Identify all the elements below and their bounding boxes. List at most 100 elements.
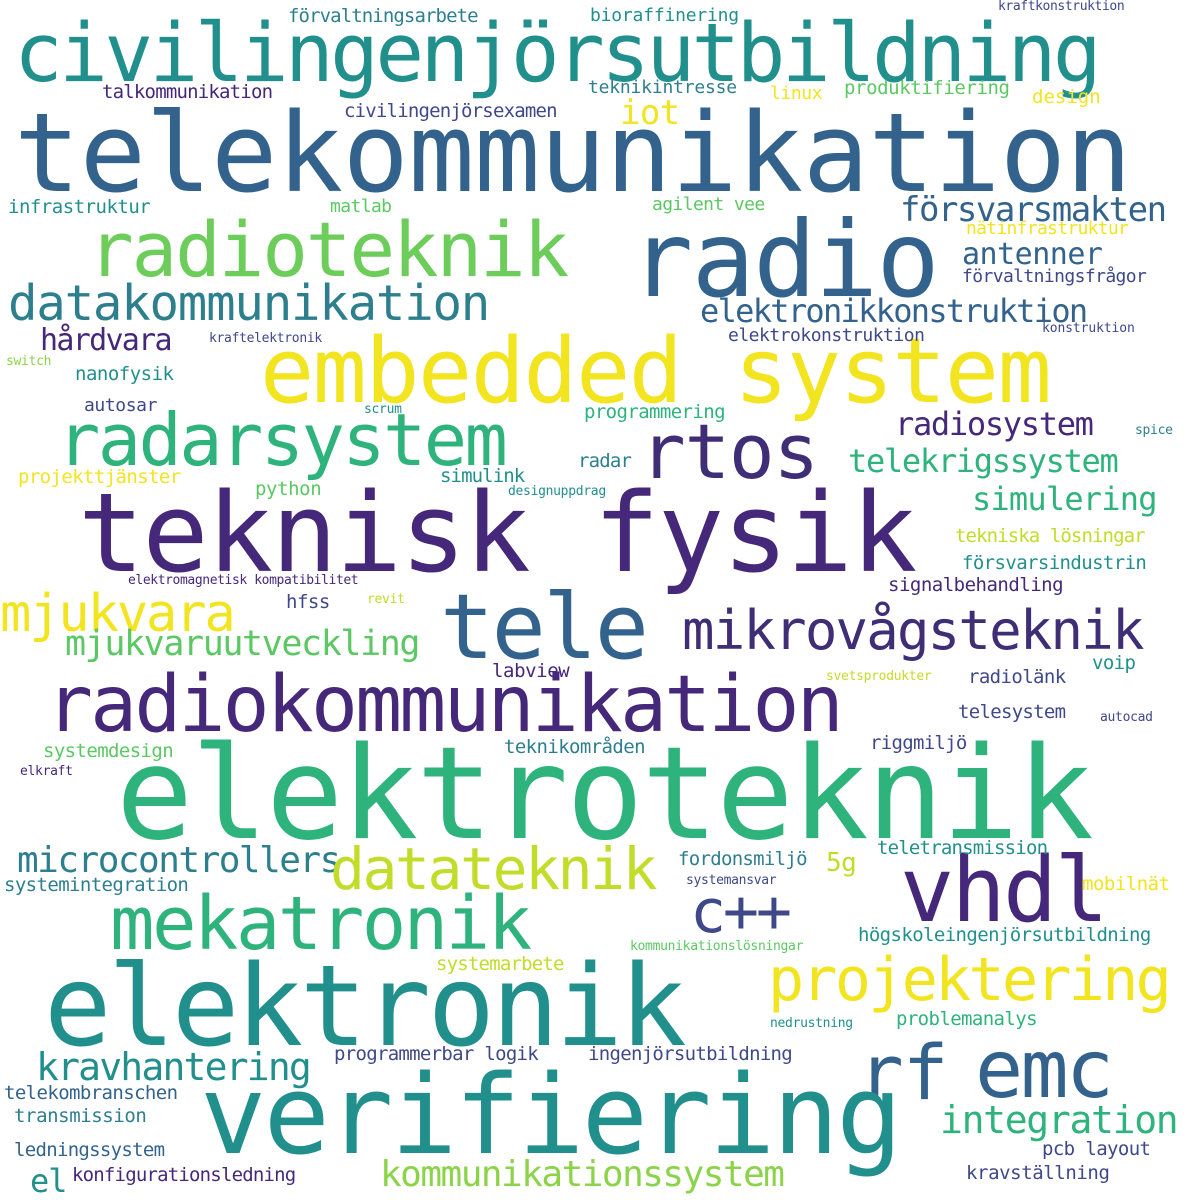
word-pcb-layout: pcb layout xyxy=(1042,1138,1151,1160)
word-autosar: autosar xyxy=(84,395,158,416)
word-fordonsmiljo: fordonsmiljö xyxy=(678,848,808,870)
word-embedded-system: embedded system xyxy=(260,319,1052,424)
word-elektronikkonstruktion: elektronikkonstruktion xyxy=(700,292,1088,330)
word-matlab: matlab xyxy=(330,196,392,217)
word-nedrustning: nedrustning xyxy=(770,1016,853,1031)
word-kraftkonstruktion: kraftkonstruktion xyxy=(998,0,1125,14)
word-talkommunikation: talkommunikation xyxy=(102,81,273,103)
word-riggmiljo: riggmiljö xyxy=(870,732,967,754)
word-elektroteknik: elektroteknik xyxy=(116,720,1094,869)
word-rf: rf xyxy=(858,1028,949,1117)
word-revit: revit xyxy=(367,592,405,607)
word-hogskoleingenjorsutbildning: högskoleingenjörsutbildning xyxy=(858,924,1151,946)
word-scrum: scrum xyxy=(364,402,402,417)
word-antenner: antenner xyxy=(962,237,1103,272)
word-programmering: programmering xyxy=(584,401,726,423)
word-kravhantering: kravhantering xyxy=(36,1045,312,1089)
word-telesystem: telesystem xyxy=(958,701,1066,723)
word-cpp: c++ xyxy=(690,877,792,947)
word-produktifiering: produktifiering xyxy=(844,77,1010,99)
word-hardvara: hårdvara xyxy=(40,323,173,358)
word-mekatronik: mekatronik xyxy=(110,881,532,967)
word-datakommunikation: datakommunikation xyxy=(8,275,490,332)
word-microcontrollers: microcontrollers xyxy=(17,840,341,881)
word-problemanalys: problemanalys xyxy=(896,1008,1038,1030)
word-radarsystem: radarsystem xyxy=(57,398,508,482)
word-emc: emc xyxy=(975,1023,1114,1116)
word-radioteknik: radioteknik xyxy=(88,205,569,294)
word-svetsprodukter: svetsprodukter xyxy=(826,669,932,684)
word-kommunikationslosningar: kommunikationslösningar xyxy=(630,939,804,954)
word-iot: iot xyxy=(620,93,680,133)
word-programmerbar-logik: programmerbar logik xyxy=(334,1043,539,1065)
word-vhdl: vhdl xyxy=(900,838,1109,943)
word-datateknik: datateknik xyxy=(330,835,658,903)
word-projektering: projektering xyxy=(768,945,1172,1015)
word-designuppdrag: designuppdrag xyxy=(508,484,606,499)
word-spice: spice xyxy=(1135,423,1173,438)
word-verifiering: verifiering xyxy=(200,1051,902,1179)
word-elektrokonstruktion: elektrokonstruktion xyxy=(728,325,925,346)
word-projekttjanster: projekttjänster xyxy=(18,466,181,488)
word-agilent-vee: agilent vee xyxy=(652,194,765,215)
word-radiolank: radiolänk xyxy=(968,666,1066,688)
word-ledningssystem: ledningssystem xyxy=(14,1139,165,1161)
word-tekniska-losningar: tekniska lösningar xyxy=(955,525,1146,547)
word-nanofysik: nanofysik xyxy=(75,363,174,385)
word-simulink: simulink xyxy=(440,465,525,487)
word-natinfrastruktur: nätinfrastruktur xyxy=(966,218,1129,239)
word-kravstallning: kravställning xyxy=(966,1162,1110,1184)
word-radiokommunikation: radiokommunikation xyxy=(46,660,844,750)
word-ingenjorsutbildning: ingenjörsutbildning xyxy=(588,1043,793,1065)
word-mjukvara: mjukvara xyxy=(0,584,236,644)
word-simulering: simulering xyxy=(972,480,1157,518)
word-civilingenjorsutbildning: civilingenjörsutbildning xyxy=(14,7,1102,101)
word-teknisk-fysik: teknisk fysik xyxy=(78,469,917,597)
word-elkraft: elkraft xyxy=(20,764,73,779)
word-signalbehandling: signalbehandling xyxy=(888,574,1064,596)
word-infrastruktur: infrastruktur xyxy=(8,196,151,218)
word-el: el xyxy=(30,1162,68,1200)
word-systemdesign: systemdesign xyxy=(43,740,174,762)
word-python: python xyxy=(255,478,322,500)
word-tele: tele xyxy=(440,575,649,680)
word-linux: linux xyxy=(770,83,823,104)
word-autocad: autocad xyxy=(1100,710,1153,725)
word-teletransmission: teletransmission xyxy=(877,837,1048,859)
word-elektromagnetisk-kompatibilitet: elektromagnetisk kompatibilitet xyxy=(128,573,359,588)
word-telekommunikation: telekommunikation xyxy=(14,89,1132,217)
word-voip: voip xyxy=(1092,652,1136,674)
word-konfigurationsledning: konfigurationsledning xyxy=(72,1164,296,1186)
word-design: design xyxy=(1032,86,1101,108)
word-telekombranschen: telekombranschen xyxy=(4,1082,178,1104)
word-systemarbete: systemarbete xyxy=(436,953,564,975)
word-telekrigssystem: telekrigssystem xyxy=(848,442,1119,480)
word-radio: radio xyxy=(630,199,940,321)
word-integration: integration xyxy=(940,1098,1179,1142)
word-systemansvar: systemansvar xyxy=(686,873,777,888)
word-mikrovagsteknik: mikrovågsteknik xyxy=(682,599,1144,662)
word-kraftelektronik: kraftelektronik xyxy=(209,331,322,346)
word-radiosystem: radiosystem xyxy=(895,405,1094,443)
word-5g: 5g xyxy=(826,848,857,878)
word-forsvarsindustrin: försvarsindustrin xyxy=(962,552,1147,574)
word-konstruktion: konstruktion xyxy=(1042,321,1135,336)
word-hfss: hfss xyxy=(286,591,330,613)
word-systemintegration: systemintegration xyxy=(4,874,189,896)
word-bioraffinering: bioraffinering xyxy=(590,5,739,26)
word-mjukvaruutveckling: mjukvaruutveckling xyxy=(65,624,420,664)
word-mobilnat: mobilnät xyxy=(1082,873,1170,895)
word-forvaltningsarbete: förvaltningsarbete xyxy=(288,5,479,27)
word-radar: radar xyxy=(578,450,632,472)
word-teknikintresse: teknikintresse xyxy=(588,77,737,98)
word-rtos: rtos xyxy=(640,407,819,496)
word-teknikomraden: teknikområden xyxy=(504,736,646,758)
word-switch: switch xyxy=(6,354,52,369)
word-civilingenjorsexamen: civilingenjörsexamen xyxy=(344,100,558,122)
word-forvaltningsfragor: förvaltningsfrågor xyxy=(962,266,1147,287)
word-transmission: transmission xyxy=(14,1105,147,1127)
word-forsvarsmakten: försvarsmakten xyxy=(900,190,1167,230)
word-kommunikationssystem: kommunikationssystem xyxy=(380,1154,785,1195)
word-labview: labview xyxy=(492,660,570,682)
